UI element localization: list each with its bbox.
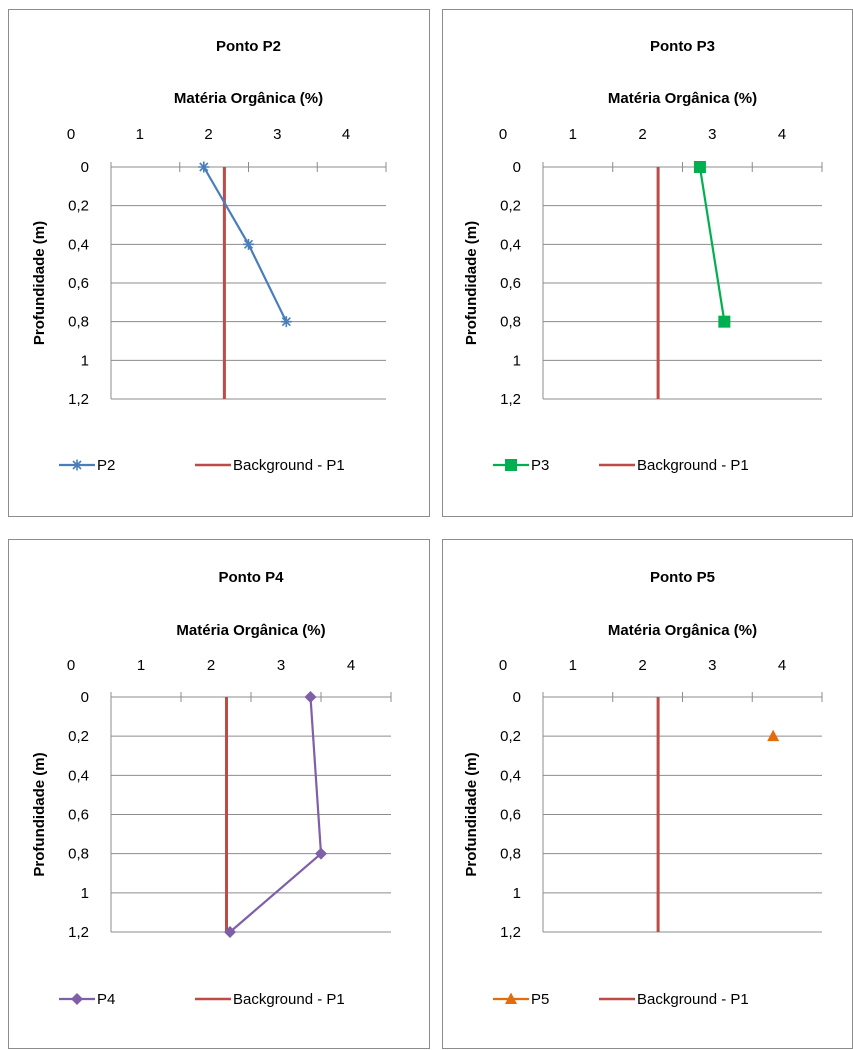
y-tick-label: 0 xyxy=(513,159,521,176)
y-tick-label: 0,2 xyxy=(68,198,89,215)
legend-marker xyxy=(71,459,83,471)
x-axis-label: Matéria Orgânica (%) xyxy=(174,90,323,107)
x-tick-label: 1 xyxy=(136,126,144,143)
y-tick-label: 1,2 xyxy=(68,391,89,408)
chart-panel-p5: Ponto P5 Matéria Orgânica (%) Profundidade… xyxy=(442,539,853,1049)
y-tick-label: 0,6 xyxy=(500,275,521,292)
x-axis-label: Matéria Orgânica (%) xyxy=(176,622,325,639)
chart-panel-p2: Ponto P2 Matéria Orgânica (%) Profundidade… xyxy=(8,9,430,517)
y-axis-label: Profundidade (m) xyxy=(31,752,48,876)
y-tick-label: 0,8 xyxy=(68,846,89,863)
y-tick-label: 0,8 xyxy=(500,846,521,863)
x-tick-label: 4 xyxy=(778,126,786,143)
chart-p4-svg: Ponto P4 Matéria Orgânica (%) Profundidade… xyxy=(31,569,392,1008)
x-tick-label: 1 xyxy=(569,126,577,143)
chart-panel-p3: Ponto P3 Matéria Orgânica (%) Profundidade… xyxy=(442,9,853,517)
legend-marker xyxy=(505,992,517,1004)
legend-marker xyxy=(505,459,517,471)
legend-label: Background - P1 xyxy=(233,991,345,1008)
y-axis-label: Profundidade (m) xyxy=(463,752,480,876)
y-tick-label: 1,2 xyxy=(500,391,521,408)
x-tick-label: 3 xyxy=(708,126,716,143)
x-axis-label: Matéria Orgânica (%) xyxy=(608,90,757,107)
y-tick-label: 0,2 xyxy=(500,728,521,745)
data-point-p2 xyxy=(198,161,210,173)
y-tick-label: 0,8 xyxy=(500,314,521,331)
y-tick-label: 0,6 xyxy=(68,807,89,824)
x-tick-label: 0 xyxy=(67,657,75,674)
y-tick-label: 0,2 xyxy=(68,728,89,745)
y-tick-label: 1 xyxy=(513,352,521,369)
x-tick-label: 4 xyxy=(342,126,350,143)
chart-p5-svg: Ponto P5 Matéria Orgânica (%) Profundidade… xyxy=(463,569,823,1008)
chart-p2-svg: Ponto P2 Matéria Orgânica (%) Profundidade… xyxy=(31,38,387,474)
x-tick-label: 3 xyxy=(273,126,281,143)
x-tick-label: 2 xyxy=(638,657,646,674)
x-tick-label: 0 xyxy=(67,126,75,143)
x-tick-label: 2 xyxy=(638,126,646,143)
data-point-p4 xyxy=(315,847,327,860)
y-axis-label: Profundidade (m) xyxy=(31,221,48,345)
y-tick-label: 0,6 xyxy=(500,807,521,824)
x-tick-label: 1 xyxy=(137,657,145,674)
x-tick-label: 0 xyxy=(499,657,507,674)
y-tick-label: 0,6 xyxy=(68,275,89,292)
data-point-p5 xyxy=(767,729,780,742)
y-tick-label: 0,8 xyxy=(68,314,89,331)
data-point-p2 xyxy=(243,238,254,250)
x-tick-label: 3 xyxy=(708,657,716,674)
y-tick-label: 1 xyxy=(81,885,89,902)
data-point-p4 xyxy=(304,691,317,703)
chart-title: Ponto P2 xyxy=(216,38,281,55)
legend-label: P3 xyxy=(531,457,549,474)
x-tick-label: 3 xyxy=(277,657,285,674)
y-tick-label: 0,2 xyxy=(500,198,521,215)
data-point-p3 xyxy=(693,161,706,173)
legend-label: Background - P1 xyxy=(637,457,749,474)
chart-title: Ponto P3 xyxy=(650,38,715,55)
y-tick-label: 1,2 xyxy=(68,924,89,941)
x-axis-label: Matéria Orgânica (%) xyxy=(608,622,757,639)
chart-p3-svg: Ponto P3 Matéria Orgânica (%) Profundidade… xyxy=(463,38,823,474)
y-tick-label: 1,2 xyxy=(500,924,521,941)
legend-label: Background - P1 xyxy=(637,991,749,1008)
x-tick-label: 2 xyxy=(207,657,215,674)
x-tick-label: 1 xyxy=(569,657,577,674)
y-tick-label: 1 xyxy=(81,352,89,369)
data-point-p4 xyxy=(224,926,236,938)
y-axis-label: Profundidade (m) xyxy=(463,221,480,345)
y-tick-label: 0,4 xyxy=(68,236,89,253)
x-tick-label: 2 xyxy=(204,126,212,143)
y-tick-label: 0,4 xyxy=(68,767,89,784)
legend-label: P2 xyxy=(97,457,115,474)
series-line-p3 xyxy=(698,166,726,322)
chart-title: Ponto P4 xyxy=(218,569,284,586)
y-tick-label: 0 xyxy=(513,689,521,706)
y-tick-label: 0 xyxy=(81,689,89,706)
chart-panel-p4: Ponto P4 Matéria Orgânica (%) Profundidade… xyxy=(8,539,430,1049)
data-point-p2 xyxy=(280,316,292,328)
y-tick-label: 0,4 xyxy=(500,767,521,784)
x-tick-label: 4 xyxy=(778,657,786,674)
x-tick-label: 4 xyxy=(347,657,355,674)
legend-marker xyxy=(71,993,83,1005)
chart-title: Ponto P5 xyxy=(650,569,715,586)
y-tick-label: 0,4 xyxy=(500,236,521,253)
y-tick-label: 1 xyxy=(513,885,521,902)
y-tick-label: 0 xyxy=(81,159,89,176)
x-tick-label: 0 xyxy=(499,126,507,143)
legend-label: P4 xyxy=(97,991,115,1008)
legend-label: Background - P1 xyxy=(233,457,345,474)
data-point-p3 xyxy=(718,315,731,328)
legend-label: P5 xyxy=(531,991,549,1008)
